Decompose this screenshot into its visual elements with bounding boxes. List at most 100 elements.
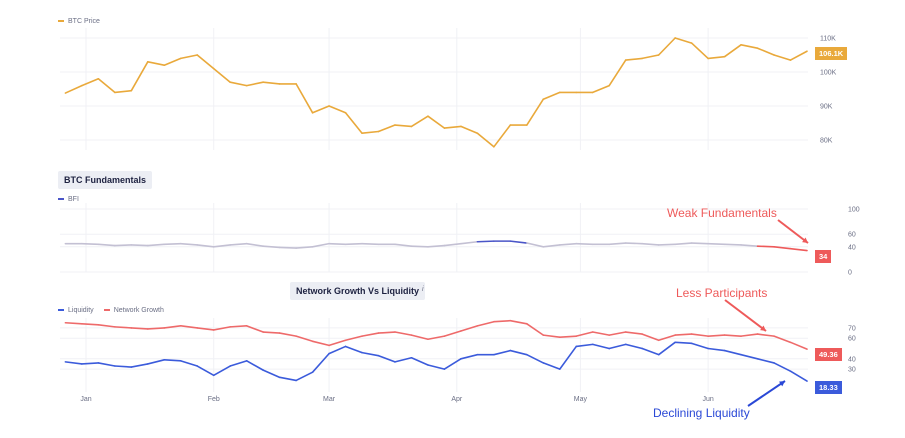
y-tick-label: 70 bbox=[848, 325, 856, 332]
liquidity-line-segment bbox=[789, 370, 808, 382]
liquidity-line-segment bbox=[773, 362, 792, 372]
liquidity-line-segment bbox=[278, 376, 297, 382]
liquidity-line-segment bbox=[410, 356, 429, 366]
network-growth-line-segment bbox=[443, 330, 462, 337]
btc-price-line-segment bbox=[443, 125, 462, 129]
price-last-badge: 106.1K bbox=[815, 47, 848, 60]
liquidity-line-segment bbox=[179, 360, 199, 367]
x-tick-label: May bbox=[574, 396, 588, 403]
network-growth-line-segment bbox=[493, 319, 512, 323]
liquidity-line-segment bbox=[657, 341, 676, 356]
bfi-line-segment bbox=[229, 242, 248, 246]
liquidity-line-segment bbox=[311, 352, 330, 373]
network-growth-line-segment bbox=[773, 335, 792, 344]
network-legend[interactable]: Liquidity Network Growth bbox=[58, 307, 164, 314]
liquidity-line-segment bbox=[245, 360, 264, 371]
bfi-line-segment bbox=[558, 242, 578, 246]
bfi-line-segment bbox=[245, 242, 264, 247]
legend-item-liquidity[interactable]: Liquidity bbox=[58, 307, 94, 314]
btc-price-line-segment bbox=[657, 37, 676, 56]
btc-price-line-segment bbox=[147, 60, 166, 66]
y-tick-label: 0 bbox=[848, 270, 852, 277]
x-tick-label: Apr bbox=[451, 396, 463, 403]
bfi-last-badge: 34 bbox=[815, 250, 832, 263]
network-growth-line-segment bbox=[64, 321, 83, 325]
info-icon[interactable]: i bbox=[422, 286, 424, 293]
bfi-line-segment bbox=[212, 244, 231, 248]
btc-price-line-segment bbox=[493, 124, 512, 148]
network-growth-line-segment bbox=[674, 333, 693, 336]
legend-label: BFI bbox=[68, 196, 79, 203]
bfi-line-segment bbox=[295, 246, 314, 249]
weak-fundamentals-arrow bbox=[777, 219, 809, 244]
bfi-line-segment bbox=[328, 242, 347, 246]
liquidity-line-segment bbox=[493, 349, 512, 356]
btc-price-line-segment bbox=[756, 47, 775, 56]
network-growth-line-segment bbox=[641, 333, 660, 342]
liquidity-line-segment bbox=[756, 357, 775, 364]
y-tick-label: 100K bbox=[820, 70, 837, 77]
bfi-line-segment bbox=[789, 247, 808, 252]
less-participants-arrow-head bbox=[760, 325, 766, 331]
btc-price-line-segment bbox=[163, 57, 182, 66]
btc-price-line-segment bbox=[624, 57, 644, 61]
liquidity-line-segment bbox=[624, 343, 644, 350]
network-growth-line-segment bbox=[344, 335, 363, 342]
btc-price-line-segment bbox=[723, 43, 742, 58]
liquidity-line-segment bbox=[690, 342, 709, 350]
legend-item-network-growth[interactable]: Network Growth bbox=[103, 307, 164, 314]
price-legend[interactable]: BTC Price bbox=[58, 18, 100, 25]
liquidity-line-segment bbox=[114, 365, 133, 368]
liquidity-line-segment bbox=[591, 343, 611, 350]
liquidity-line-segment bbox=[558, 345, 578, 370]
bfi-line-segment bbox=[394, 243, 413, 247]
liquidity-line-segment bbox=[163, 359, 182, 362]
btc-price-line-segment bbox=[229, 81, 248, 87]
btc-price-line-segment bbox=[707, 55, 726, 60]
network-growth-line-segment bbox=[361, 332, 380, 337]
x-tick-label: Jan bbox=[80, 396, 91, 403]
btc-price-line-segment bbox=[674, 37, 693, 44]
bfi-line-segment bbox=[443, 242, 462, 247]
btc-price-line-segment bbox=[328, 105, 347, 114]
liquidity-line-segment bbox=[229, 360, 248, 367]
network-growth-line-segment bbox=[690, 333, 709, 337]
network-growth-line-segment bbox=[740, 333, 759, 337]
y-tick-label: 40 bbox=[848, 356, 856, 363]
bfi-legend[interactable]: BFI bbox=[58, 196, 79, 203]
bfi-line-segment bbox=[740, 244, 759, 247]
legend-item-btc-price[interactable]: BTC Price bbox=[58, 18, 100, 25]
network-growth-line-segment bbox=[575, 331, 594, 337]
btc-price-line-segment bbox=[740, 43, 759, 50]
btc-price-line-segment bbox=[410, 115, 429, 128]
liquidity-line-segment bbox=[130, 363, 149, 368]
btc-price-line-segment bbox=[212, 67, 231, 83]
btc-price-line-segment bbox=[245, 81, 264, 87]
bfi-line-segment bbox=[723, 243, 742, 246]
bfi-line-segment bbox=[773, 246, 792, 250]
bfi-line-segment bbox=[707, 242, 726, 246]
y-tick-label: 30 bbox=[848, 367, 856, 374]
legend-label: BTC Price bbox=[68, 18, 100, 25]
bfi-line-segment bbox=[278, 246, 297, 249]
liquidity-line-segment bbox=[97, 362, 116, 367]
bfi-line-segment bbox=[624, 242, 644, 245]
liquidity-line-segment bbox=[196, 365, 215, 377]
legend-item-bfi[interactable]: BFI bbox=[58, 196, 79, 203]
bfi-line-segment bbox=[262, 245, 281, 249]
y-tick-label: 60 bbox=[848, 232, 856, 239]
bfi-line-segment bbox=[427, 244, 446, 248]
btc-price-line-segment bbox=[460, 125, 479, 134]
bfi-line-segment bbox=[460, 240, 479, 245]
bfi-line-segment bbox=[674, 242, 693, 246]
network-growth-line-segment bbox=[624, 331, 644, 335]
liquidity-line-segment bbox=[295, 371, 314, 382]
btc-price-line-segment bbox=[542, 91, 561, 100]
btc-price-line-segment bbox=[591, 84, 611, 94]
bfi-line-segment bbox=[196, 244, 215, 248]
bfi-line-segment bbox=[657, 243, 676, 246]
y-tick-label: 80K bbox=[820, 138, 833, 145]
bfi-line-segment bbox=[641, 242, 660, 246]
liquidity-line-segment bbox=[460, 353, 479, 360]
